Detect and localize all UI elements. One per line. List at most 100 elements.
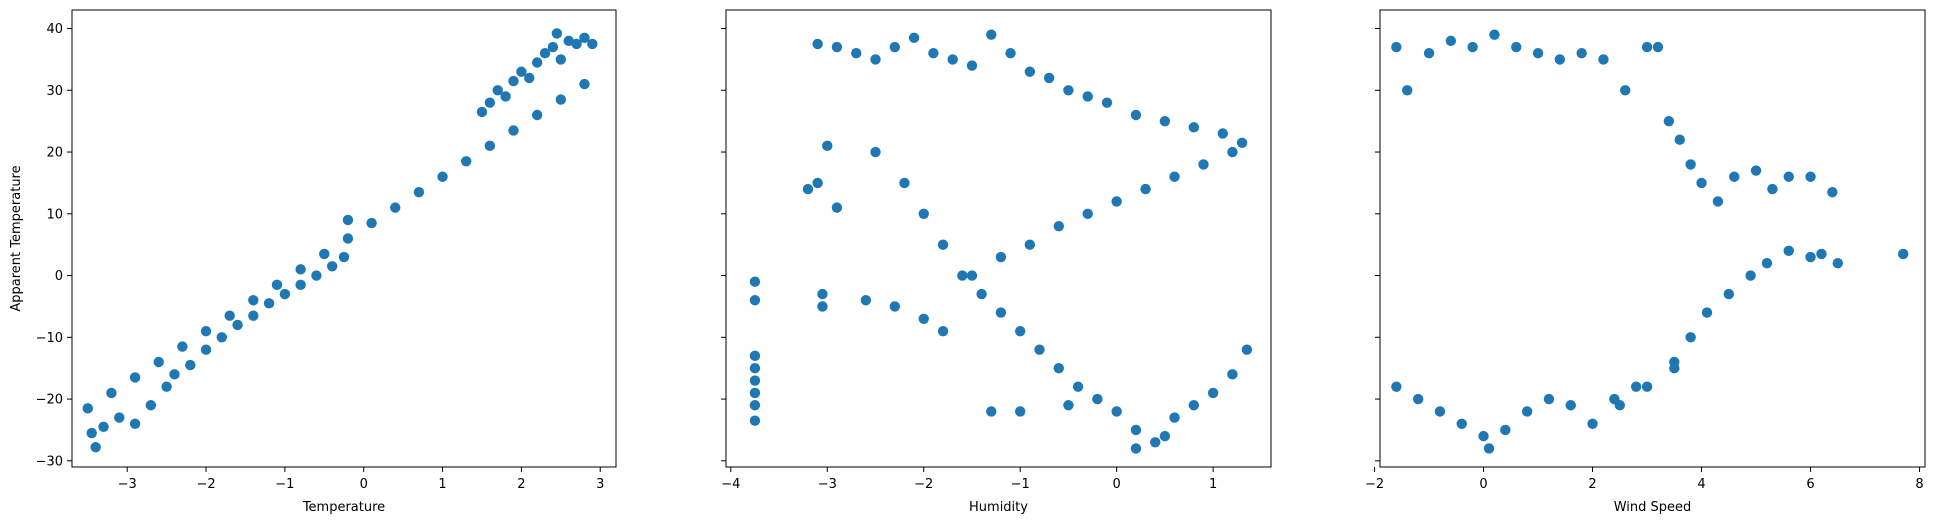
temperature-point xyxy=(326,261,338,272)
humidity-x-axis-label: Humidity xyxy=(969,500,1028,515)
humidity-point xyxy=(1005,48,1016,59)
temperature-point xyxy=(516,66,527,77)
temperature-point xyxy=(185,359,196,371)
temperature-point xyxy=(555,94,567,105)
humidity-point xyxy=(1043,72,1055,84)
humidity-point xyxy=(899,177,910,189)
humidity-point xyxy=(817,288,828,300)
wind-speed-point xyxy=(1456,418,1467,429)
humidity-point xyxy=(966,270,978,281)
temperature-point xyxy=(295,264,306,275)
temperature-point xyxy=(98,421,109,433)
humidity-point xyxy=(957,270,968,281)
wind-speed-point xyxy=(1576,48,1587,59)
wind-speed-point xyxy=(1614,400,1626,411)
wind-speed-point xyxy=(1630,381,1642,392)
temperature-point xyxy=(338,251,350,263)
temperature-point xyxy=(342,214,354,226)
temperature-point xyxy=(295,279,306,291)
humidity-point xyxy=(937,325,949,337)
wind-speed-point xyxy=(1832,258,1844,269)
humidity-point xyxy=(889,41,901,53)
humidity-point xyxy=(1169,171,1180,182)
temperature-point xyxy=(129,418,141,429)
wind-speed-point xyxy=(1402,85,1413,96)
humidity-point xyxy=(1111,406,1122,417)
humidity-point xyxy=(1111,196,1122,207)
wind-speed-point xyxy=(1641,41,1653,53)
temperature-point xyxy=(248,295,259,306)
temperature-point xyxy=(484,140,496,152)
humidity-point xyxy=(749,415,761,426)
temperature-point xyxy=(82,403,93,414)
wind-speed-point xyxy=(1674,134,1685,145)
wind-speed-point xyxy=(1685,159,1696,170)
wind-speed-point xyxy=(1543,393,1555,405)
humidity-point xyxy=(1236,137,1248,148)
humidity-point xyxy=(918,208,929,219)
temperature-point xyxy=(563,35,574,47)
temperature-point xyxy=(129,372,141,383)
humidity-point xyxy=(1082,208,1093,219)
wind-speed-point xyxy=(1598,54,1609,65)
humidity-point xyxy=(995,251,1007,263)
temperature-point xyxy=(492,85,503,96)
wind-speed-point xyxy=(1729,171,1740,182)
humidity-x-tick-label: −1 xyxy=(1011,477,1030,492)
temperature-point xyxy=(161,381,172,392)
temperature-x-axis-label: Temperature xyxy=(302,500,385,515)
humidity-x-tick-label: −4 xyxy=(721,477,740,492)
humidity-point xyxy=(1024,239,1036,250)
wind-speed-point xyxy=(1478,430,1489,442)
wind-speed-scatter-panel: −2 0 2 4 6 8 Wind Speed xyxy=(1365,9,1926,515)
temperature-point xyxy=(200,325,212,337)
wind-speed-x-tick-label: 2 xyxy=(1588,477,1596,492)
wind-speed-point xyxy=(1783,245,1794,257)
wind-speed-points xyxy=(1391,29,1909,454)
humidity-point xyxy=(1159,430,1171,442)
humidity-point xyxy=(812,177,823,189)
temperature-y-tick-label: 10 xyxy=(46,207,63,222)
wind-speed-point xyxy=(1745,270,1756,281)
humidity-point xyxy=(1130,109,1142,121)
temperature-point xyxy=(579,78,590,90)
temperature-x-tick-label: −3 xyxy=(118,477,137,492)
humidity-point xyxy=(831,41,843,53)
temperature-point xyxy=(169,369,180,380)
temperature-point xyxy=(547,41,559,53)
humidity-point xyxy=(908,32,920,43)
humidity-point xyxy=(749,295,761,306)
wind-speed-point xyxy=(1565,400,1576,411)
temperature-x-tick-label: 0 xyxy=(360,477,368,492)
temperature-point xyxy=(86,427,97,439)
humidity-point xyxy=(1053,220,1064,232)
temperature-x-tick-label: −2 xyxy=(196,477,215,492)
humidity-point xyxy=(1130,424,1142,436)
humidity-x-tick-label: 1 xyxy=(1209,477,1217,492)
temperature-point xyxy=(476,106,488,118)
wind-speed-point xyxy=(1511,41,1522,53)
temperature-scatter-panel: −3 −2 −1 0 1 2 3−30−20−10010203040TemperatureA… xyxy=(9,9,617,515)
temperature-y-tick-label: 40 xyxy=(46,22,63,37)
wind-speed-point xyxy=(1696,177,1707,189)
humidity-point xyxy=(822,140,833,152)
humidity-point xyxy=(1063,400,1074,411)
temperature-point xyxy=(106,387,117,399)
temperature-y-tick-label: −30 xyxy=(36,454,63,469)
temperature-point xyxy=(551,28,563,39)
wind-speed-point xyxy=(1532,48,1544,59)
wind-speed-x-tick-label: 6 xyxy=(1806,477,1814,492)
humidity-point xyxy=(749,350,761,362)
temperature-point xyxy=(216,332,227,343)
wind-speed-x-tick-label: 4 xyxy=(1697,477,1705,492)
humidity-point xyxy=(1159,115,1171,127)
humidity-point xyxy=(889,301,901,312)
wind-speed-point xyxy=(1663,115,1675,127)
temperature-point xyxy=(224,310,235,321)
humidity-point xyxy=(749,400,761,411)
wind-speed-point xyxy=(1521,406,1533,417)
humidity-point xyxy=(1198,159,1209,170)
temperature-point xyxy=(579,32,590,43)
humidity-point xyxy=(1241,344,1253,355)
wind-speed-axes-frame xyxy=(1379,9,1926,468)
